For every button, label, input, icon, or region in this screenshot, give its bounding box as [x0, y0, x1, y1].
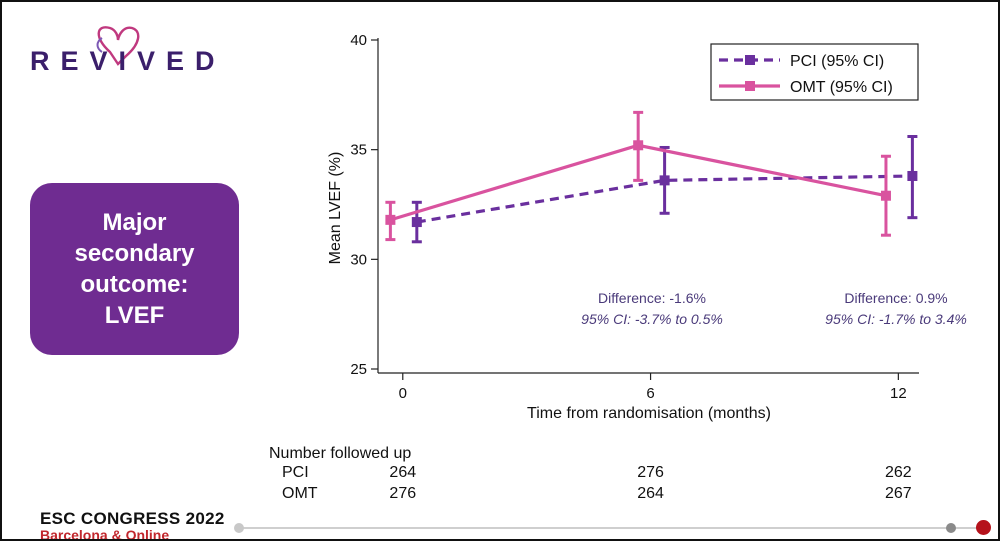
- y-tick-label: 30: [350, 251, 367, 268]
- annotation-ci-6: 95% CI: -3.7% to 0.5%: [581, 311, 723, 327]
- congress-subtitle: Barcelona & Online: [40, 527, 170, 541]
- outcome-line: LVEF: [104, 302, 165, 329]
- x-tick-label: 12: [890, 385, 907, 402]
- progress-end-dot: [976, 520, 991, 535]
- x-tick-label: 6: [646, 385, 654, 402]
- annotation-difference-6: Difference: -1.6%: [598, 290, 706, 306]
- followup-table: Number followed up PCI 264 276 262 OMT 2…: [269, 445, 912, 502]
- lvef-chart: 25 30 35 40 0 6 12 PCI (95% CI) OMT (95% CI) D…: [269, 32, 967, 502]
- followup-cell: 276: [389, 485, 416, 502]
- data-point: [659, 175, 670, 186]
- data-point: [385, 214, 396, 225]
- legend-label-pci: PCI (95% CI): [790, 53, 884, 70]
- data-point: [907, 170, 918, 181]
- outcome-line: secondary: [74, 240, 195, 267]
- followup-title: Number followed up: [269, 445, 411, 462]
- followup-cell: 264: [389, 464, 416, 481]
- chart-marks: [385, 110, 918, 244]
- progress-current-dot: [946, 523, 956, 533]
- outcome-line: Major: [102, 209, 167, 236]
- congress-title: ESC CONGRESS 2022: [40, 509, 225, 528]
- followup-row-label: PCI: [282, 464, 309, 481]
- followup-row-label: OMT: [282, 485, 318, 502]
- y-tick-label: 25: [350, 361, 367, 378]
- followup-cell: 264: [637, 485, 664, 502]
- data-point: [880, 190, 891, 201]
- axes: 25 30 35 40 0 6 12: [350, 32, 919, 402]
- legend-marker-omt: [745, 81, 755, 91]
- logo-letters: REVIVED: [30, 46, 226, 76]
- slide-progress-track: [239, 527, 983, 529]
- y-tick-label: 40: [350, 32, 367, 49]
- x-axis-title: Time from randomisation (months): [527, 405, 771, 422]
- revived-logo: REVIVED: [30, 26, 226, 76]
- y-axis-title: Mean LVEF (%): [327, 152, 344, 265]
- outcome-line: outcome:: [80, 271, 189, 298]
- followup-cell: 262: [885, 464, 912, 481]
- followup-cell: 276: [637, 464, 664, 481]
- legend: PCI (95% CI) OMT (95% CI): [710, 43, 919, 101]
- followup-cell: 267: [885, 485, 912, 502]
- legend-label-omt: OMT (95% CI): [790, 79, 893, 96]
- y-tick-label: 35: [350, 142, 367, 159]
- annotation-ci-12: 95% CI: -1.7% to 3.4%: [825, 311, 967, 327]
- legend-marker-pci: [745, 55, 755, 65]
- outcome-box: Major secondary outcome: LVEF: [30, 183, 239, 355]
- progress-start-dot: [234, 523, 244, 533]
- heart-icon: [97, 26, 140, 66]
- annotation-difference-12: Difference: 0.9%: [844, 290, 947, 306]
- data-point: [411, 217, 422, 228]
- x-tick-label: 0: [399, 385, 407, 402]
- series-line-pci: [416, 174, 913, 224]
- data-point: [633, 140, 644, 151]
- chart-panel: 25 30 35 40 0 6 12 PCI (95% CI) OMT (95% CI) D…: [256, 20, 986, 504]
